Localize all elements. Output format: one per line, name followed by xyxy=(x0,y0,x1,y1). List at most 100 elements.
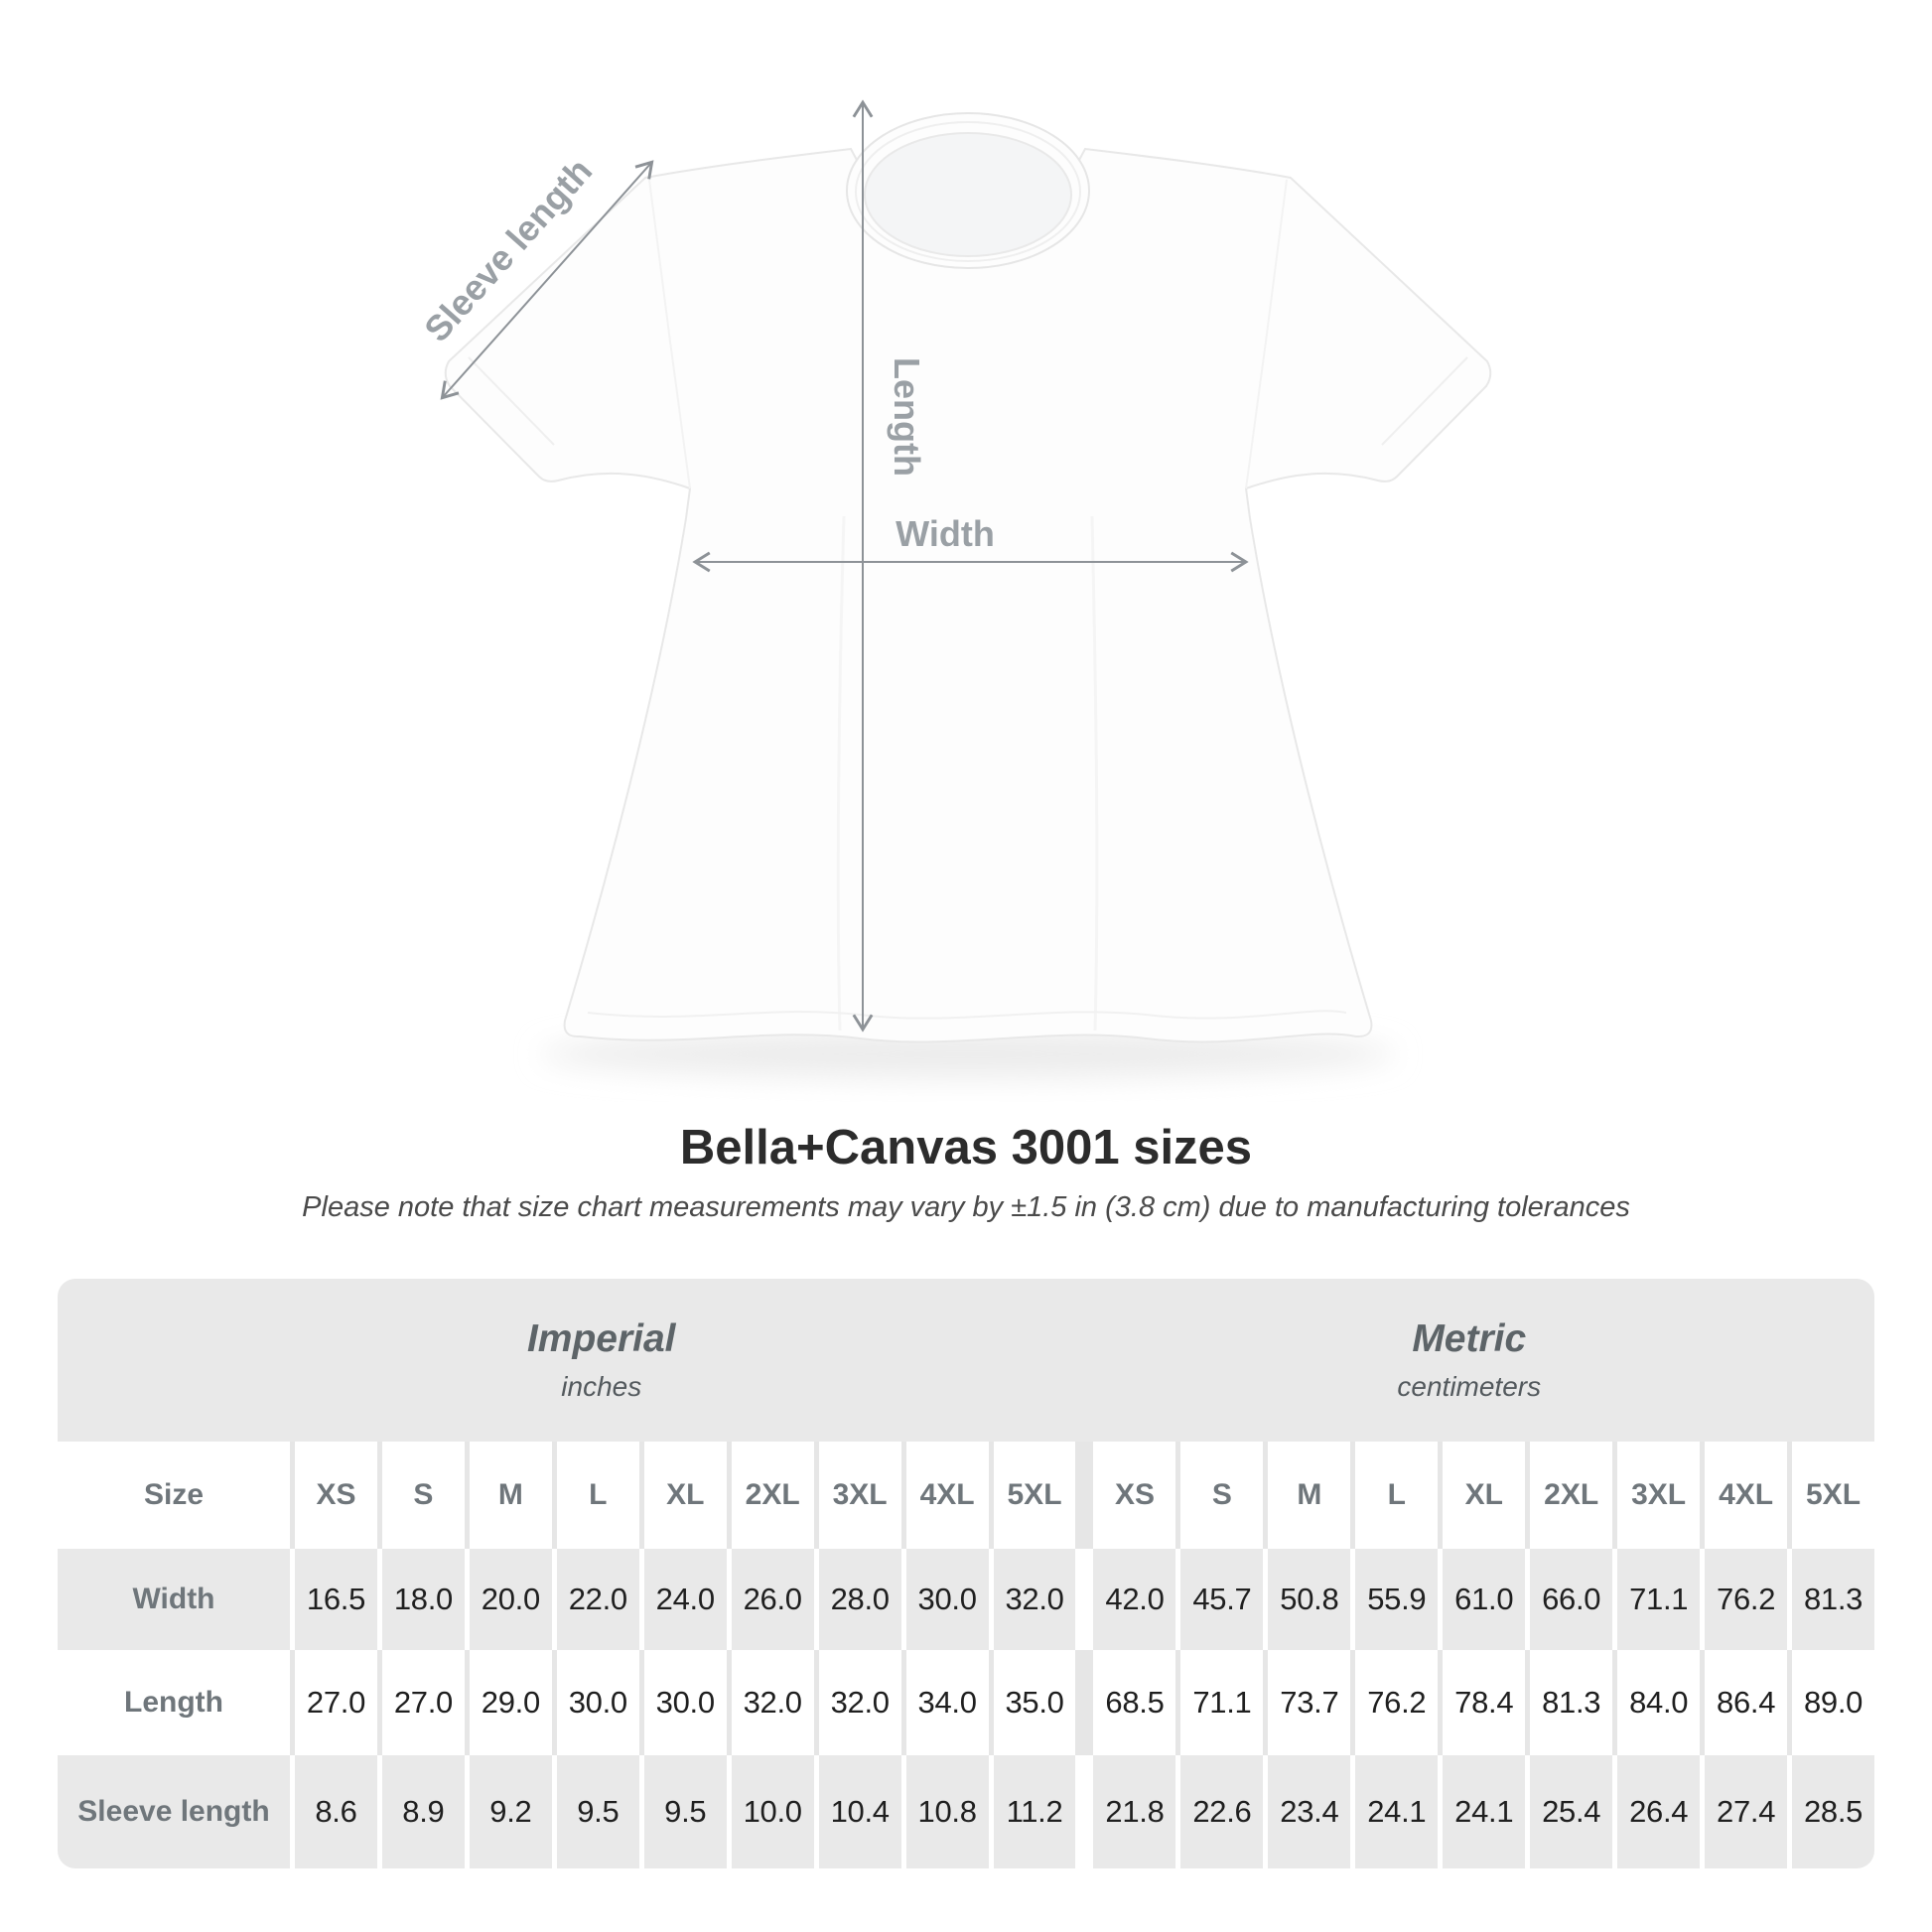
title-block: Bella+Canvas 3001 sizes Please note that… xyxy=(0,1120,1932,1224)
table-cell: 42.0 xyxy=(1093,1549,1176,1650)
group-separator xyxy=(1080,1755,1088,1868)
page-title: Bella+Canvas 3001 sizes xyxy=(679,1121,1253,1174)
column-header: XL xyxy=(1443,1442,1526,1549)
table-cell: 27.0 xyxy=(295,1650,377,1755)
table-cell: 34.0 xyxy=(905,1650,989,1755)
unit-group-metric: Metric centimeters xyxy=(1094,1279,1875,1442)
table-cell: 27.0 xyxy=(381,1650,465,1755)
table-cell: 9.2 xyxy=(469,1755,552,1868)
cuff-seam-right xyxy=(1381,356,1468,446)
size-table-rows: Size XS S M L XL 2XL 3XL 4XL 5XL XS S M L XL 2XL 3XL 4XL 5… xyxy=(58,1442,1874,1868)
column-header: 2XL xyxy=(1530,1442,1613,1549)
table-cell: 8.9 xyxy=(381,1755,465,1868)
table-cell: 61.0 xyxy=(1443,1549,1526,1650)
table-cell: 24.1 xyxy=(1355,1755,1439,1868)
body-crease-left xyxy=(836,515,846,1032)
tshirt-body xyxy=(444,147,1492,1043)
sleeve-seam-left xyxy=(648,179,691,489)
column-header: 3XL xyxy=(1617,1442,1701,1549)
table-cell: 66.0 xyxy=(1530,1549,1613,1650)
unit-group-imperial: Imperial inches xyxy=(58,1279,1076,1442)
table-cell: 18.0 xyxy=(381,1549,465,1650)
table-cell: 30.0 xyxy=(905,1549,989,1650)
column-header: XS xyxy=(1093,1442,1176,1549)
column-header: M xyxy=(1268,1442,1351,1549)
column-header: S xyxy=(1180,1442,1264,1549)
unit-group-name: Metric xyxy=(1412,1317,1527,1360)
table-cell: 27.4 xyxy=(1705,1755,1788,1868)
table-cell: 81.3 xyxy=(1792,1549,1874,1650)
table-cell: 32.0 xyxy=(818,1650,901,1755)
column-header: L xyxy=(556,1442,639,1549)
table-cell: 89.0 xyxy=(1792,1650,1874,1755)
column-header: 3XL xyxy=(818,1442,901,1549)
group-separator xyxy=(1080,1549,1088,1650)
table-cell: 23.4 xyxy=(1268,1755,1351,1868)
table-cell: 86.4 xyxy=(1705,1650,1788,1755)
column-header: S xyxy=(381,1442,465,1549)
width-label: Width xyxy=(896,513,995,554)
table-cell: 10.4 xyxy=(818,1755,901,1868)
shirt-shadow xyxy=(541,1031,1395,1078)
unit-group-name: Imperial xyxy=(526,1317,676,1360)
table-cell: 22.6 xyxy=(1180,1755,1264,1868)
table-cell: 28.5 xyxy=(1792,1755,1874,1868)
table-unit-band: Imperial inches Metric centimeters xyxy=(58,1279,1874,1442)
table-cell: 21.8 xyxy=(1093,1755,1176,1868)
hem-seam xyxy=(587,1010,1347,1020)
table-cell: 32.0 xyxy=(731,1650,814,1755)
sleeve-length-arrow xyxy=(440,160,654,400)
table-cell: 29.0 xyxy=(469,1650,552,1755)
table-cell: 26.4 xyxy=(1617,1755,1701,1868)
table-cell: 22.0 xyxy=(556,1549,639,1650)
table-cell: 16.5 xyxy=(295,1549,377,1650)
tshirt-illustration: Sleeve length Length Width xyxy=(416,99,1492,1078)
table-cell: 81.3 xyxy=(1530,1650,1613,1755)
table-cell: 45.7 xyxy=(1180,1549,1264,1650)
table-cell: 26.0 xyxy=(731,1549,814,1650)
table-cell: 24.1 xyxy=(1443,1755,1526,1868)
table-cell: 25.4 xyxy=(1530,1755,1613,1868)
group-separator xyxy=(1080,1442,1088,1549)
table-cell: 10.0 xyxy=(731,1755,814,1868)
table-cell: 76.2 xyxy=(1705,1549,1788,1650)
column-header: XL xyxy=(643,1442,727,1549)
table-cell: 32.0 xyxy=(993,1549,1076,1650)
collar-opening xyxy=(864,132,1072,257)
shirt-figure: Sleeve length Length Width xyxy=(416,99,1492,1078)
column-header: 2XL xyxy=(731,1442,814,1549)
column-header: L xyxy=(1355,1442,1439,1549)
row-label: Sleeve length xyxy=(58,1755,290,1868)
table-cell: 73.7 xyxy=(1268,1650,1351,1755)
table-cell: 76.2 xyxy=(1355,1650,1439,1755)
table-row: Width 16.5 18.0 20.0 22.0 24.0 26.0 28.0 30.0 32.… xyxy=(58,1549,1874,1650)
table-row: Sleeve length 8.6 8.9 9.2 9.5 9.5 10.0 10.4 10.8… xyxy=(58,1755,1874,1868)
table-cell: 55.9 xyxy=(1355,1549,1439,1650)
table-cell: 10.8 xyxy=(905,1755,989,1868)
column-header: XS xyxy=(295,1442,377,1549)
column-header: M xyxy=(469,1442,552,1549)
table-cell: 35.0 xyxy=(993,1650,1076,1755)
table-cell: 78.4 xyxy=(1443,1650,1526,1755)
table-cell: 9.5 xyxy=(643,1755,727,1868)
table-cell: 68.5 xyxy=(1093,1650,1176,1755)
page-subtitle: Please note that size chart measurements… xyxy=(302,1191,1630,1223)
body-crease-right xyxy=(1090,515,1099,1032)
table-row: Size XS S M L XL 2XL 3XL 4XL 5XL XS S M L XL 2XL 3XL 4XL 5… xyxy=(58,1442,1874,1549)
row-label: Size xyxy=(58,1442,290,1549)
sleeve-seam-right xyxy=(1245,179,1288,489)
table-cell: 71.1 xyxy=(1617,1549,1701,1650)
table-cell: 8.6 xyxy=(295,1755,377,1868)
table-cell: 71.1 xyxy=(1180,1650,1264,1755)
group-separator xyxy=(1080,1650,1088,1755)
table-row: Length 27.0 27.0 29.0 30.0 30.0 32.0 32.0 34.0 35… xyxy=(58,1650,1874,1755)
table-cell: 11.2 xyxy=(993,1755,1076,1868)
column-header: 5XL xyxy=(993,1442,1076,1549)
row-label: Length xyxy=(58,1650,290,1755)
size-table: Imperial inches Metric centimeters Size X… xyxy=(58,1279,1874,1868)
unit-group-unit: inches xyxy=(561,1371,642,1402)
length-label: Length xyxy=(887,357,927,477)
column-header: 4XL xyxy=(905,1442,989,1549)
table-cell: 24.0 xyxy=(643,1549,727,1650)
